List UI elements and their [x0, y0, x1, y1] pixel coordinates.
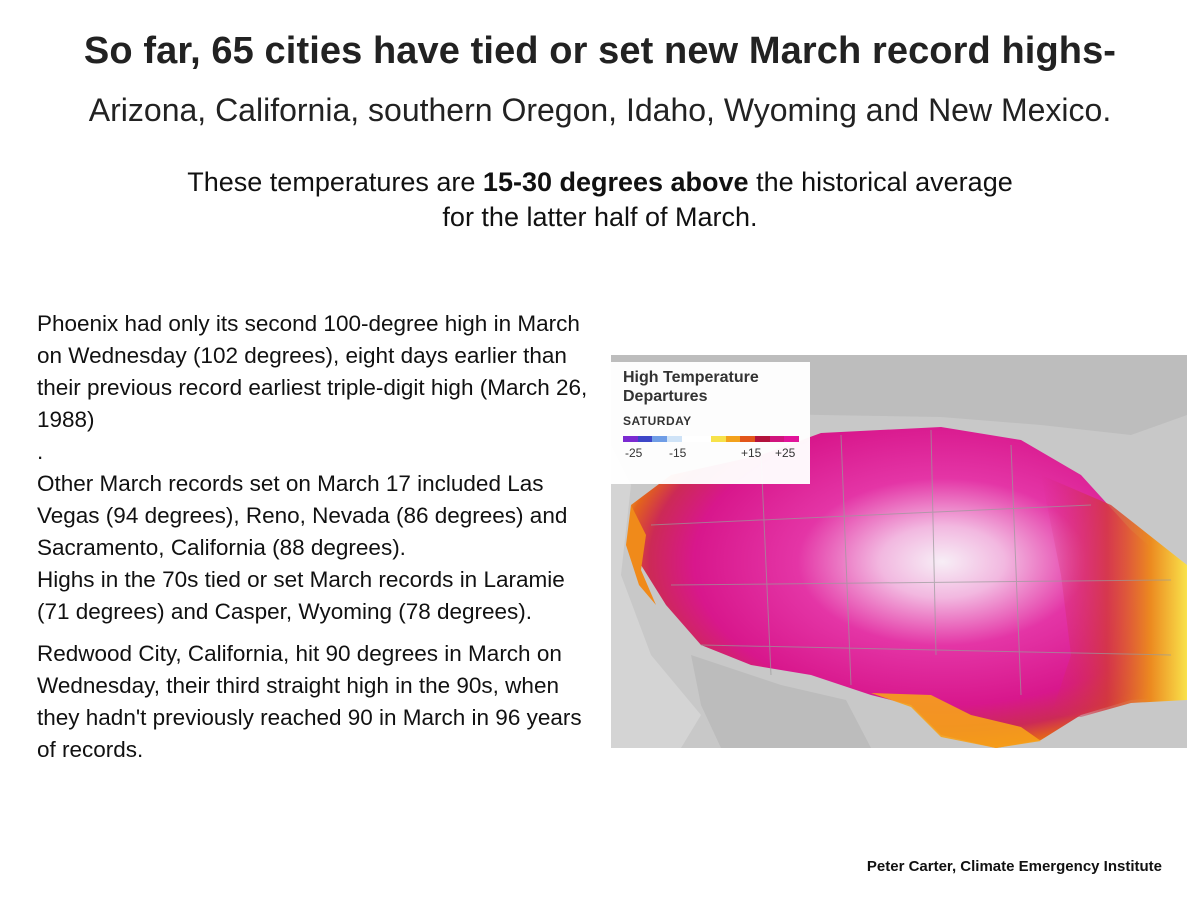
- legend-swatch-8: [740, 436, 756, 442]
- legend-tick-minus-25: -25: [625, 446, 643, 460]
- intro-text-after: the historical average: [748, 167, 1013, 197]
- legend-swatch-2: [652, 436, 668, 442]
- paragraph-march-17-records: Other March records set on March 17 incl…: [37, 471, 568, 560]
- legend-tick-plus-25: +25: [775, 446, 796, 460]
- texas-orange-edge: [871, 693, 1041, 748]
- legend-swatch-0: [623, 436, 638, 442]
- intro-highlight: 15-30 degrees above: [482, 167, 749, 197]
- legend-swatch-5: [696, 436, 712, 442]
- page-title: So far, 65 cities have tied or set new M…: [83, 30, 1117, 72]
- legend-tick-minus-15: -15: [669, 446, 687, 460]
- mexico-landmass: [691, 655, 871, 748]
- legend-color-scale: [623, 436, 800, 442]
- legend-swatch-7: [725, 436, 741, 442]
- legend-swatch-3: [667, 436, 682, 442]
- legend-swatch-9: [755, 436, 770, 442]
- west-coast-orange-edge: [626, 505, 656, 605]
- paragraph-phoenix: Phoenix had only its second 100-degree h…: [37, 311, 588, 432]
- state-borders: [650, 429, 1172, 696]
- body-text: Phoenix had only its second 100-degree h…: [37, 308, 597, 766]
- paragraph-dot: .: [37, 439, 44, 464]
- intro-statement: These temperatures are 15-30 degrees abo…: [0, 165, 1200, 235]
- temperature-departure-map: [611, 355, 1187, 748]
- intro-line-1: These temperatures are 15-30 degrees abo…: [0, 165, 1200, 200]
- legend-swatch-1: [637, 436, 653, 442]
- legend-day: SATURDAY: [623, 414, 692, 428]
- legend-swatch-6: [711, 436, 726, 442]
- legend-swatch-11: [784, 436, 800, 442]
- credit-line: Peter Carter, Climate Emergency Institut…: [866, 858, 1162, 875]
- paragraph-70s-highs: Highs in the 70s tied or set March recor…: [37, 567, 565, 624]
- intro-line-2: for the latter half of March.: [442, 202, 758, 232]
- paragraph-redwood-city: Redwood City, California, hit 90 degrees…: [37, 641, 582, 762]
- east-warm-band: [1041, 475, 1187, 717]
- ocean-west: [611, 445, 701, 748]
- legend-ticks: -25 -15 +15 +25: [623, 446, 798, 462]
- map-legend: High Temperature Departures SATURDAY -25…: [611, 362, 810, 484]
- legend-swatch-4: [681, 436, 697, 442]
- page-subtitle: Arizona, California, southern Oregon, Id…: [88, 92, 1112, 128]
- legend-tick-plus-15: +15: [741, 446, 762, 460]
- legend-title: High Temperature Departures: [623, 369, 759, 405]
- intro-text-before: These temperatures are: [187, 167, 483, 197]
- legend-swatch-10: [769, 436, 785, 442]
